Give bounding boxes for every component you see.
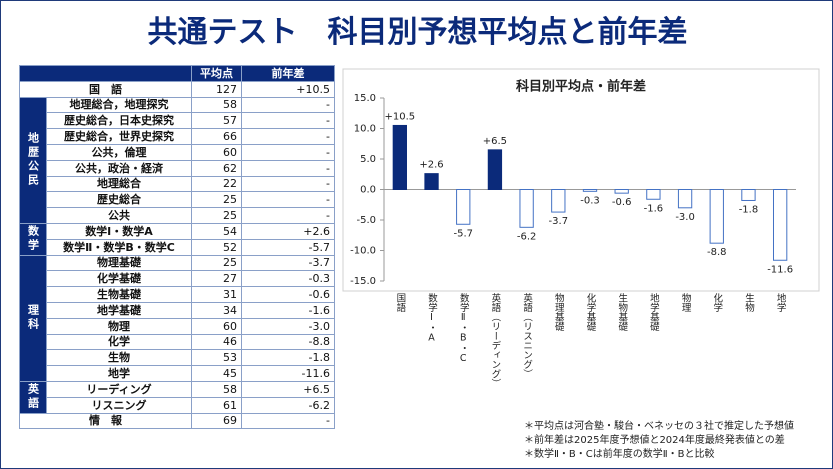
table-row: 生物基礎 31 -0.6: [20, 286, 335, 303]
difference: -11.6: [241, 365, 335, 382]
bar: [677, 189, 693, 209]
table-row: 物理 60 -3.0: [20, 317, 335, 335]
x-tick-label: 化学: [711, 292, 723, 312]
chart-title: 科目別平均点・前年差: [516, 79, 646, 95]
header-row: 平均点 前年差: [19, 65, 335, 82]
y-tick-label: -15.0: [350, 276, 376, 287]
value-label: +6.5: [483, 136, 507, 147]
value-label: -3.0: [675, 212, 695, 223]
y-tick-label: 5.0: [360, 154, 376, 165]
group-label: 英語: [19, 380, 47, 414]
x-tick-label: 英語（リーディング）: [489, 292, 501, 388]
bar: [772, 189, 788, 261]
average: 45: [191, 365, 242, 382]
table-row: 地学基礎 34 -1.6: [20, 301, 335, 319]
subject: 物理: [46, 317, 192, 335]
value-label: -6.2: [517, 231, 537, 242]
y-tick-label: 0.0: [360, 185, 376, 196]
x-tick-label: 国語: [394, 293, 406, 313]
value-label: +10.5: [385, 111, 416, 122]
table-row: 英語 リーディング 58 +6.5: [19, 380, 335, 414]
table-row: 公共，倫理 60-: [20, 143, 335, 161]
value-label: -1.8: [739, 204, 759, 215]
value-label: -5.7: [453, 228, 473, 239]
table-row: 化学 46 -8.8: [20, 333, 335, 351]
x-tick-label: 数学Ⅱ・B・C: [458, 292, 470, 364]
value-label: -11.6: [767, 264, 793, 275]
average: 58: [191, 96, 242, 114]
y-tick-label: -10.0: [350, 246, 376, 257]
bar: [519, 189, 534, 228]
average: 66: [191, 128, 242, 145]
subject: 歴史総合，世界史探究: [46, 128, 192, 145]
note: ＊数学Ⅱ・B・Cは前年度の数学Ⅱ・Bと比較: [524, 449, 715, 460]
average: 46: [191, 333, 242, 351]
average: 34: [191, 301, 242, 319]
average: 31: [191, 286, 242, 303]
x-tick-label: 生物: [743, 292, 755, 313]
table-row: リスニング 61 -6.2: [20, 396, 335, 414]
y-tick-label: 15.0: [354, 93, 376, 104]
table-row: 生物 53 -1.8: [20, 349, 335, 367]
bar: [582, 189, 598, 192]
value-label: -0.3: [580, 195, 600, 206]
x-tick-label: 物理基礎: [553, 292, 565, 332]
table-row: 理科 物理基礎 25 -3.7: [19, 254, 335, 382]
average: 127: [191, 80, 242, 98]
x-tick-label: 物理: [680, 292, 692, 312]
bar: [392, 124, 408, 190]
table-row: 歴史総合，世界史探究 66-: [20, 128, 335, 145]
score-table: 平均点 前年差国 語 127 +10.5 地歴公民 地理総合，地理探究 58- 歴史総合，日本…: [19, 65, 335, 430]
bar: [456, 189, 471, 225]
value-label: -8.8: [707, 247, 727, 258]
y-tick-label: -5.0: [356, 215, 376, 226]
y-tick-label: 10.0: [354, 124, 376, 135]
x-tick-label: 地学基礎: [648, 292, 660, 332]
subject: 生物基礎: [46, 286, 192, 303]
bar: [424, 173, 439, 190]
x-tick-label: 生物基礎: [616, 292, 628, 332]
x-tick-label: 地学: [775, 292, 787, 312]
note: ＊平均点は河合塾・駿台・ベネッセの３社で推定した予想値: [524, 421, 794, 432]
x-tick-label: 英語（リスニング）: [521, 292, 533, 378]
table-row: 情 報 69-: [19, 412, 335, 430]
subject: 歴史総合，日本史探究: [46, 112, 192, 130]
table-row: 歴史総合，日本史探究 57-: [20, 112, 335, 130]
value-label: +2.6: [419, 160, 443, 171]
value-label: -0.6: [612, 197, 632, 208]
subject: 地学基礎: [46, 301, 192, 319]
chart-frame: [342, 68, 820, 292]
table-row: 地学 45 -11.6: [20, 365, 335, 382]
table-row: 歴史総合 25-: [20, 191, 335, 209]
subject: 情 報: [19, 412, 192, 430]
difference: -: [241, 412, 335, 430]
bar: [709, 189, 724, 244]
slide-title: 共通テスト 科目別予想平均点と前年差: [147, 15, 688, 50]
group-label: 理科: [19, 254, 47, 382]
value-label: -1.6: [644, 203, 664, 214]
value-label: -3.7: [549, 216, 569, 227]
bar: [741, 189, 756, 201]
x-tick-label: 数学Ⅰ・A: [426, 292, 438, 343]
note: ＊前年差は2025年度予想値と2024年度最終発表値との差: [524, 435, 785, 446]
bar: [646, 189, 661, 200]
x-tick-label: 化学基礎: [585, 292, 597, 332]
table-row: 地理総合 22-: [20, 175, 335, 193]
subject: 地理総合，地理探究: [46, 96, 192, 114]
bar: [551, 189, 566, 213]
average: 54: [191, 222, 242, 240]
bar: [487, 149, 503, 191]
bar: [614, 189, 629, 194]
